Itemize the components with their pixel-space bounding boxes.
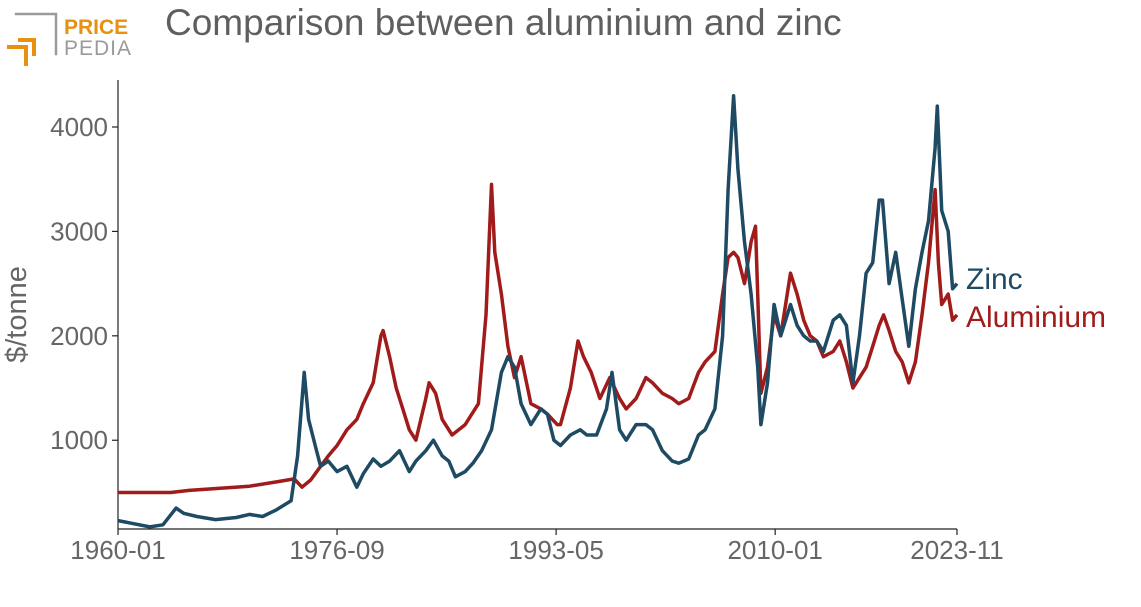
y-tick-label: 3000 (50, 216, 108, 246)
x-tick-label: 1993-05 (508, 535, 603, 565)
chart-axes: 1960-01 1976-09 1993-05 2010-01 2023-11 1000 2… (1, 80, 1004, 565)
series-label-aluminium: Aluminium (966, 301, 1106, 334)
series-label-zinc: Zinc (966, 263, 1023, 296)
x-tick-label: 2010-01 (727, 535, 822, 565)
chart-labels: Aluminium Zinc (966, 263, 1106, 334)
y-axis-label: $/tonne (1, 266, 33, 363)
series-line-zinc (117, 93, 959, 529)
pricepedia-logo: PRICE PEDIA (7, 12, 132, 66)
logo-mark (7, 12, 58, 66)
chart-title: Comparison between aluminium and zinc (165, 2, 842, 43)
logo-word-bottom: PEDIA (64, 37, 132, 60)
x-tick-label: 1976-09 (289, 535, 384, 565)
logo-word-top: PRICE (64, 16, 128, 39)
series-layer (117, 93, 959, 529)
series-line-aluminium (118, 182, 959, 495)
y-tick-label: 1000 (50, 425, 108, 455)
y-tick-label: 4000 (50, 112, 108, 142)
y-tick-label: 2000 (50, 321, 108, 351)
x-tick-label: 1960-01 (70, 535, 165, 565)
x-tick-label: 2023-11 (910, 535, 1004, 565)
